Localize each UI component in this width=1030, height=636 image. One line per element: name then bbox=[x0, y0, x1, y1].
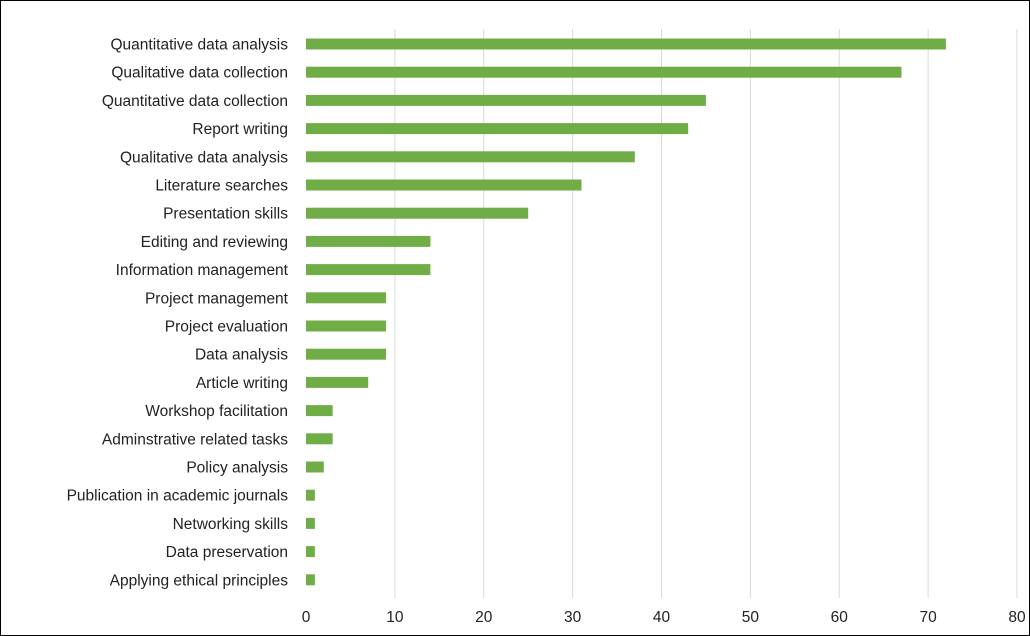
bar bbox=[306, 574, 315, 586]
category-label: Publication in academic journals bbox=[67, 488, 289, 505]
category-label: Presentation skills bbox=[163, 206, 288, 223]
category-label: Article writing bbox=[196, 375, 288, 392]
bar bbox=[306, 489, 315, 501]
bar bbox=[306, 235, 431, 247]
bar bbox=[306, 38, 946, 50]
x-tick-labels: 0 10 20 30 40 50 60 70 80 bbox=[302, 609, 1026, 626]
x-tick-label: 40 bbox=[653, 609, 671, 626]
category-label: Project management bbox=[145, 290, 289, 307]
category-labels: Quantitative data analysis Qualitative da… bbox=[67, 37, 289, 590]
bar bbox=[306, 94, 706, 106]
category-label: Project evaluation bbox=[165, 319, 288, 336]
x-tick-label: 0 bbox=[302, 609, 311, 626]
bar bbox=[306, 348, 386, 360]
bar bbox=[306, 517, 315, 529]
category-label: Report writing bbox=[192, 121, 288, 138]
x-tick-label: 30 bbox=[564, 609, 582, 626]
x-tick-label: 10 bbox=[386, 609, 404, 626]
bar bbox=[306, 405, 333, 417]
bar bbox=[306, 433, 333, 445]
category-label: Workshop facilitation bbox=[145, 403, 288, 420]
x-tick-label: 60 bbox=[831, 609, 849, 626]
x-tick-label: 20 bbox=[475, 609, 493, 626]
bar bbox=[306, 264, 431, 276]
x-tick-label: 80 bbox=[1008, 609, 1026, 626]
category-label: Literature searches bbox=[155, 178, 288, 195]
category-label: Qualitative data collection bbox=[111, 65, 288, 82]
bar bbox=[306, 320, 386, 332]
bars bbox=[306, 38, 946, 586]
bar bbox=[306, 123, 689, 135]
category-label: Quantitative data collection bbox=[102, 93, 288, 110]
x-tick-label: 70 bbox=[920, 609, 938, 626]
bar bbox=[306, 207, 529, 219]
category-label: Data analysis bbox=[195, 347, 288, 364]
bar bbox=[306, 461, 324, 473]
category-label: Editing and reviewing bbox=[141, 234, 288, 251]
bar bbox=[306, 66, 902, 78]
category-label: Data preservation bbox=[166, 544, 288, 561]
bar bbox=[306, 546, 315, 558]
category-label: Adminstrative related tasks bbox=[102, 431, 288, 448]
category-label: Applying ethical principles bbox=[110, 572, 289, 589]
bar bbox=[306, 376, 369, 388]
category-label: Qualitative data analysis bbox=[120, 149, 288, 166]
bar bbox=[306, 292, 386, 304]
category-label: Policy analysis bbox=[186, 460, 288, 477]
category-label: Information management bbox=[116, 262, 289, 279]
category-label: Networking skills bbox=[173, 516, 289, 533]
x-tick-label: 50 bbox=[742, 609, 760, 626]
gridlines bbox=[394, 29, 1018, 598]
category-label: Quantitative data analysis bbox=[111, 37, 289, 54]
bar bbox=[306, 151, 635, 163]
bar bbox=[306, 179, 582, 191]
